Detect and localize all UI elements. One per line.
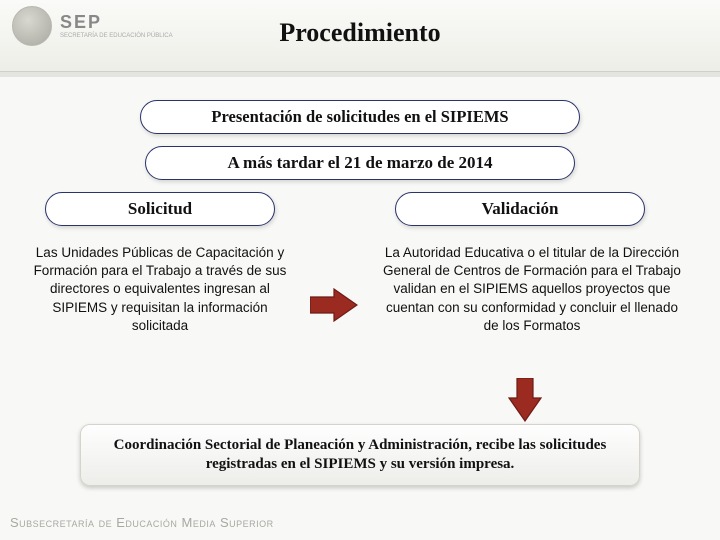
flow-right-header: Validación xyxy=(395,192,645,226)
flow-bottom-box: Coordinación Sectorial de Planeación y A… xyxy=(80,424,640,486)
page-title: Procedimiento xyxy=(0,18,720,48)
flow-left-header-text: Solicitud xyxy=(128,199,192,219)
flow-bottom-text: Coordinación Sectorial de Planeación y A… xyxy=(105,436,615,474)
flow-box-deadline-text: A más tardar el 21 de marzo de 2014 xyxy=(227,153,492,173)
footer-text: Subsecretaría de Educación Media Superio… xyxy=(10,515,274,530)
flow-box-presentation: Presentación de solicitudes en el SIPIEM… xyxy=(140,100,580,134)
flow-box-deadline: A más tardar el 21 de marzo de 2014 xyxy=(145,146,575,180)
flow-right-desc: La Autoridad Educativa o el titular de l… xyxy=(382,244,682,335)
flow-right-header-text: Validación xyxy=(482,199,559,219)
arrow-right-icon xyxy=(310,288,358,322)
arrow-down-icon xyxy=(508,378,542,422)
header-band: SEP SECRETARÍA DE EDUCACIÓN PÚBLICA Proc… xyxy=(0,0,720,72)
flow-box-presentation-text: Presentación de solicitudes en el SIPIEM… xyxy=(211,107,508,127)
flow-left-header: Solicitud xyxy=(45,192,275,226)
flow-left-desc: Las Unidades Públicas de Capacitación y … xyxy=(30,244,290,335)
